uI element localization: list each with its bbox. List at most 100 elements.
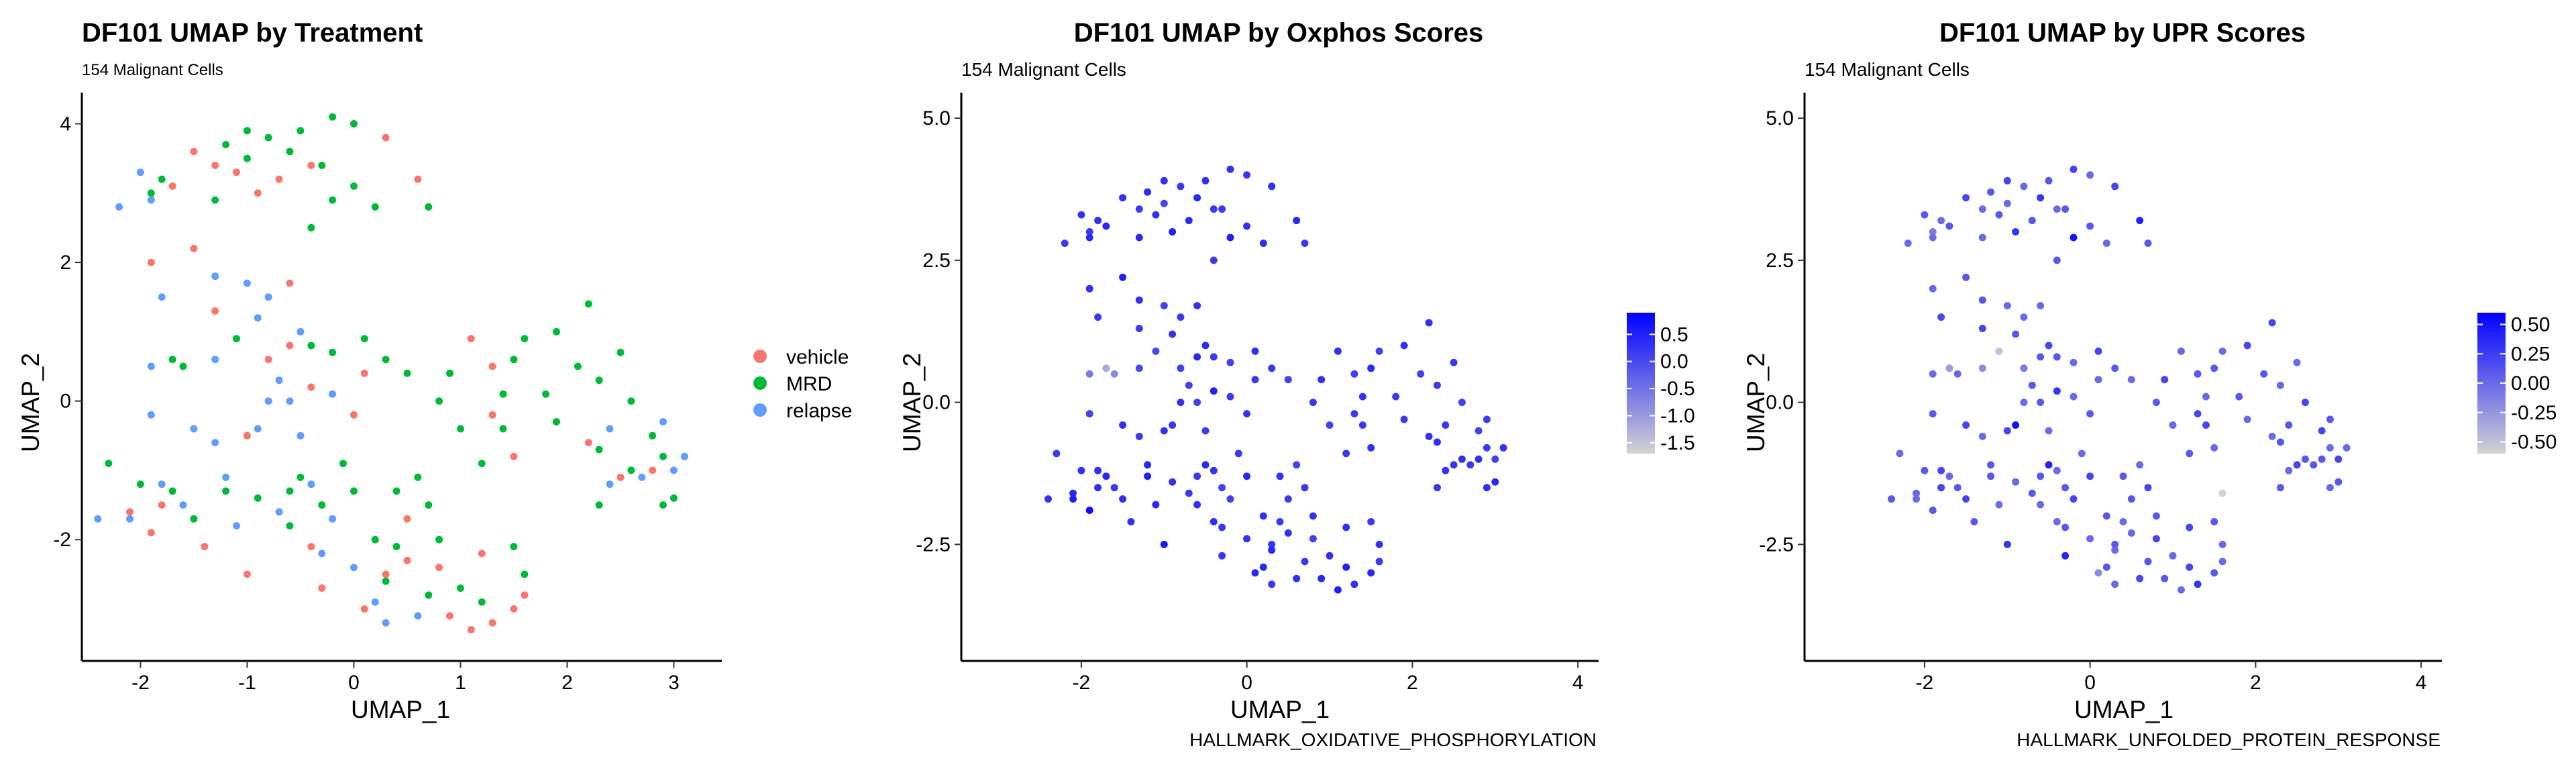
legend-label-vehicle: vehicle: [786, 346, 849, 368]
point: [2144, 558, 2152, 566]
point: [1135, 364, 1143, 372]
point: [1342, 523, 1350, 531]
point: [1243, 222, 1251, 230]
point: [1433, 484, 1441, 492]
panel-1-subtitle: 154 Malignant Cells: [82, 61, 223, 79]
point: [2003, 427, 2011, 435]
point: [2210, 364, 2218, 372]
point: [1896, 450, 1904, 458]
point: [1226, 234, 1234, 242]
point: [1309, 512, 1317, 520]
legend-key-MRD: [753, 376, 767, 390]
point: [2194, 410, 2202, 418]
y-tick-label: 4: [60, 113, 71, 135]
point: [1251, 569, 1259, 577]
point: [1400, 415, 1408, 423]
point: [2086, 535, 2094, 543]
colorbar-tick-label: -1.5: [1660, 432, 1695, 454]
point: [2078, 450, 2086, 458]
point: [1326, 552, 1334, 560]
point: [1293, 461, 1301, 469]
panel-1-points: [94, 113, 688, 633]
point: [1135, 234, 1143, 242]
point-relapse: [94, 515, 102, 523]
point-MRD: [425, 203, 433, 211]
legend-label-MRD: MRD: [786, 373, 832, 395]
point: [1334, 347, 1342, 355]
point-vehicle: [488, 411, 496, 419]
point: [2144, 484, 2152, 492]
point-vehicle: [190, 244, 198, 252]
point: [1987, 472, 1995, 480]
point: [2127, 495, 2135, 503]
point: [2070, 234, 2078, 242]
panel-2-points: [1044, 165, 1507, 594]
point: [1458, 399, 1466, 407]
point-vehicle: [307, 162, 315, 169]
point-MRD: [222, 141, 230, 148]
point-relapse: [669, 466, 678, 474]
point-MRD: [329, 113, 337, 121]
point: [1169, 421, 1177, 429]
point-MRD: [222, 487, 230, 495]
point-vehicle: [126, 508, 133, 516]
point-relapse: [158, 480, 166, 488]
point-relapse: [190, 425, 198, 433]
point: [2045, 176, 2053, 185]
panel-3-ylabel: UMAP_2: [1742, 353, 1770, 452]
point: [2020, 364, 2028, 372]
point: [1953, 484, 1962, 492]
point: [2202, 393, 2210, 401]
point: [1160, 176, 1168, 185]
point: [1201, 342, 1210, 350]
point: [1309, 399, 1317, 407]
point: [1210, 205, 1218, 213]
point-relapse: [275, 508, 283, 516]
point: [1110, 370, 1118, 378]
point: [1226, 358, 1234, 366]
point: [1119, 495, 1127, 503]
point-vehicle: [158, 501, 166, 509]
point: [2293, 461, 2301, 469]
point-vehicle: [211, 307, 219, 315]
point: [1929, 370, 1937, 378]
point-relapse: [414, 612, 422, 620]
point-relapse: [211, 272, 219, 280]
point: [1193, 399, 1201, 407]
point: [2243, 342, 2251, 350]
point-MRD: [521, 570, 529, 578]
point-vehicle: [254, 189, 262, 197]
point-MRD: [510, 543, 518, 551]
point: [1888, 495, 1895, 503]
point: [2094, 347, 2102, 355]
point: [2053, 256, 2061, 264]
point: [1284, 376, 1292, 384]
point-relapse: [606, 480, 614, 488]
point: [1259, 240, 1267, 247]
point: [1491, 455, 1499, 463]
point: [1334, 586, 1342, 594]
point: [1499, 444, 1507, 452]
point-MRD: [435, 535, 443, 544]
point-relapse: [297, 327, 305, 336]
point-MRD: [264, 134, 272, 142]
point: [2285, 421, 2293, 429]
point: [1135, 296, 1143, 304]
point-MRD: [371, 203, 379, 211]
point: [1119, 194, 1127, 202]
point: [2127, 529, 2135, 537]
point: [2053, 387, 2061, 395]
point-MRD: [233, 335, 240, 343]
point: [1160, 427, 1168, 435]
point: [1425, 432, 1433, 440]
point: [2012, 228, 2020, 236]
point: [2086, 472, 2094, 480]
point: [2152, 512, 2160, 520]
point: [2301, 455, 2309, 463]
point-vehicle: [584, 439, 592, 447]
point: [1201, 176, 1210, 185]
point: [1218, 552, 1226, 560]
point-MRD: [254, 494, 262, 502]
point-relapse: [147, 411, 155, 419]
